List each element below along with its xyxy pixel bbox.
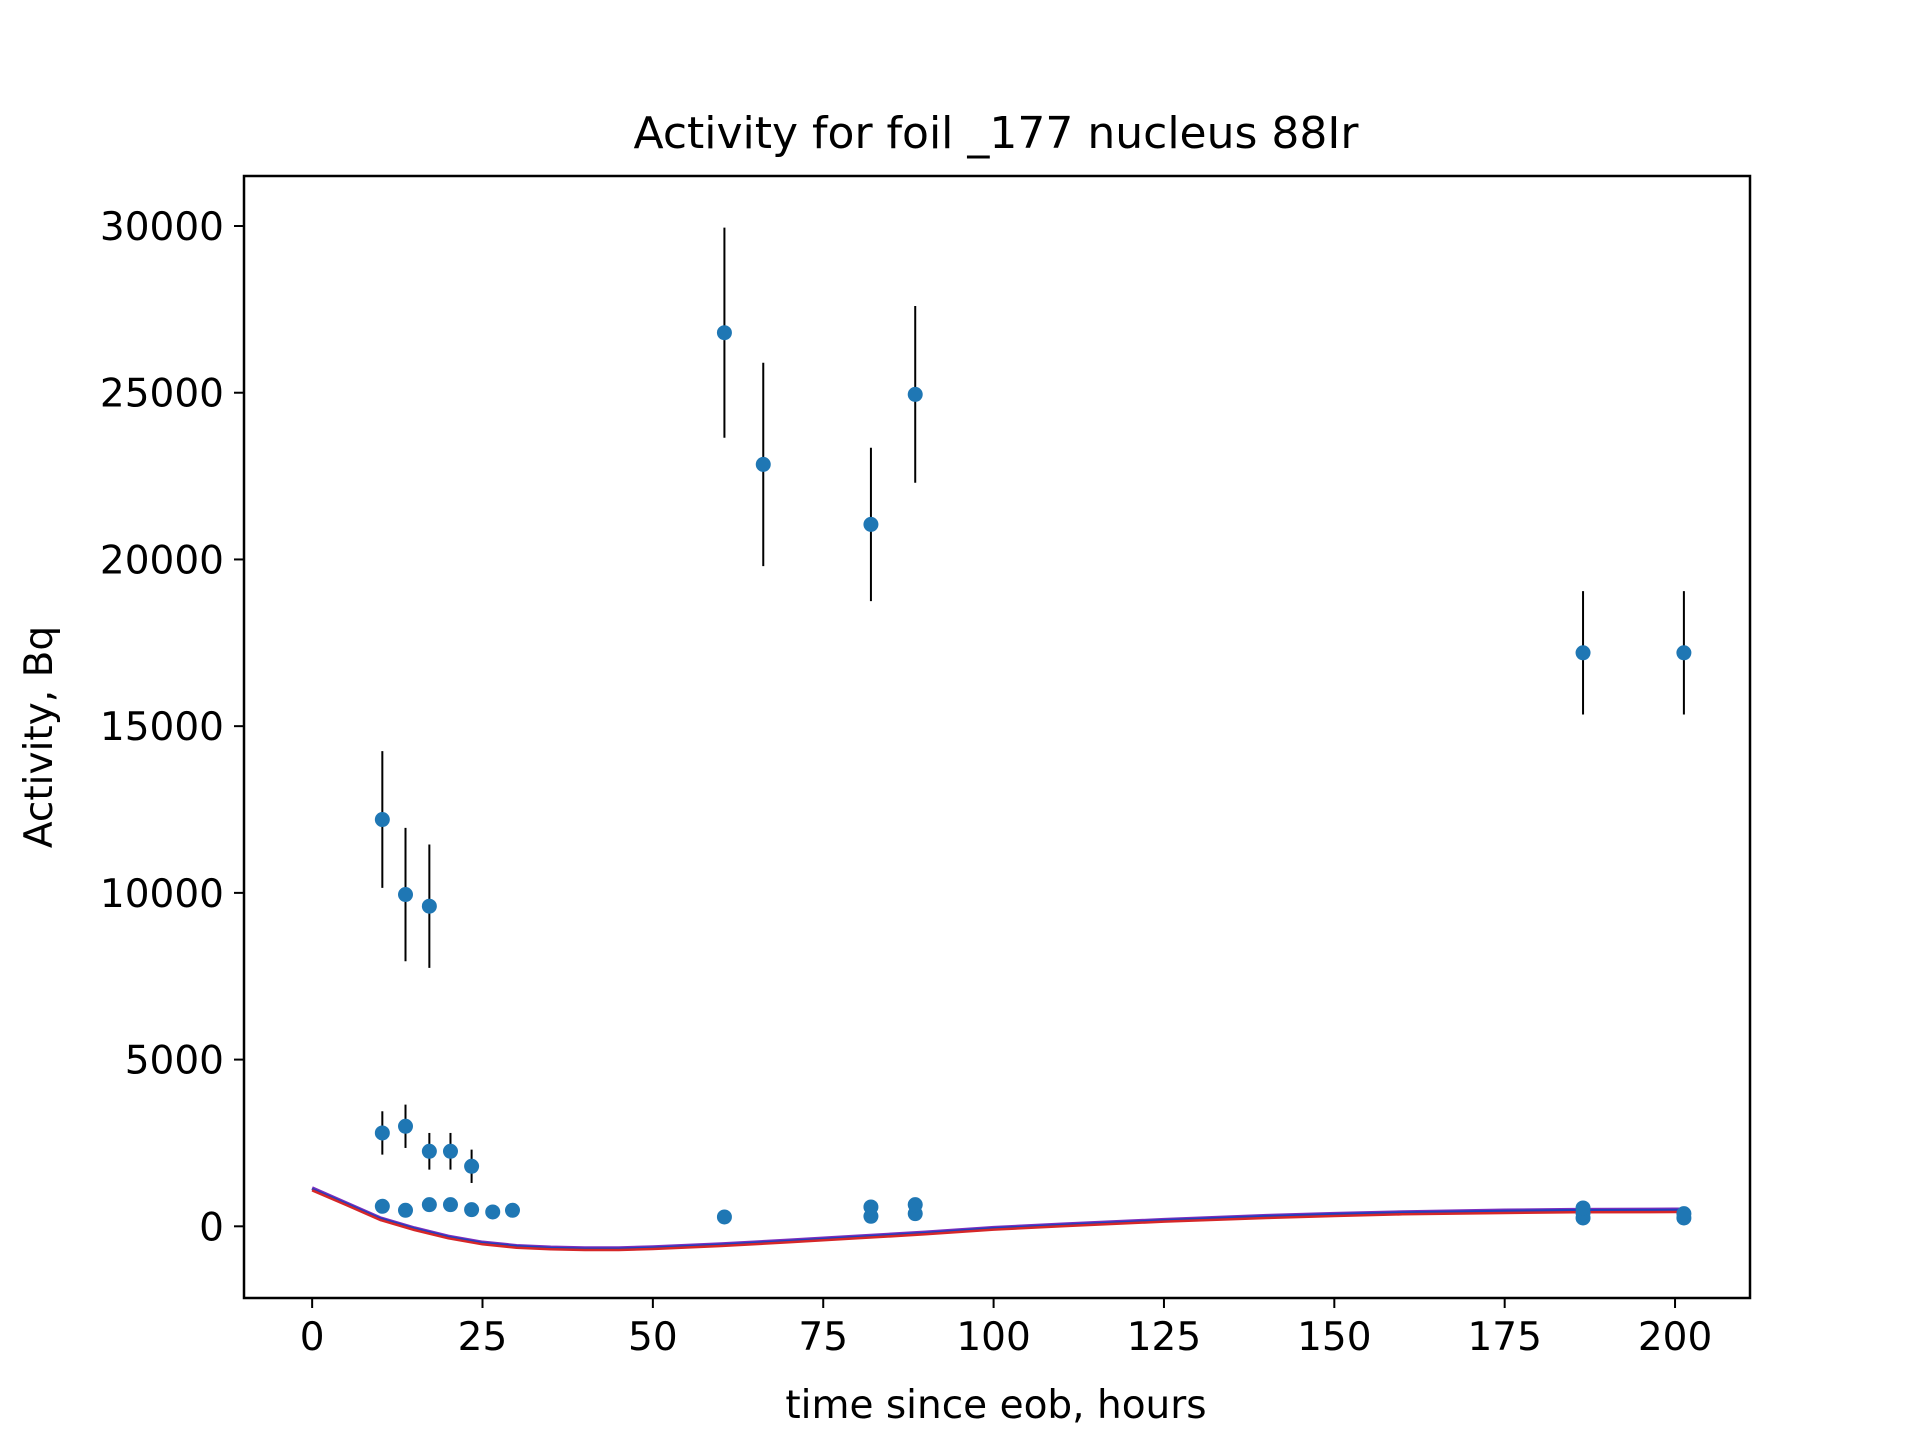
data-point-17 [421, 1197, 437, 1213]
x-axis: 0 25 50 75 100 125 150 175 200 [300, 1298, 1712, 1360]
y-tick-label-30000: 30000 [100, 205, 224, 250]
data-point-1 [374, 812, 390, 828]
data-point-3 [421, 898, 437, 914]
data-point-16 [398, 1202, 414, 1218]
x-tick-label-100: 100 [956, 1315, 1030, 1360]
data-point-18 [442, 1197, 458, 1213]
y-tick-label-20000: 20000 [100, 538, 224, 583]
y-tick-label-15000: 15000 [100, 705, 224, 750]
data-point-7 [907, 386, 923, 402]
data-point-4 [716, 325, 732, 341]
x-tick-label-200: 200 [1638, 1315, 1712, 1360]
data-point-29 [1575, 1200, 1591, 1216]
data-point-9 [1676, 645, 1692, 661]
y-tick-label-25000: 25000 [100, 372, 224, 417]
x-tick-label-150: 150 [1297, 1315, 1371, 1360]
data-point-12 [421, 1143, 437, 1159]
chart-title: Activity for foil _177 nucleus 88Ir [634, 108, 1360, 159]
data-point-31 [1676, 1206, 1692, 1222]
data-point-26 [907, 1197, 923, 1213]
x-tick-label-125: 125 [1127, 1315, 1201, 1360]
x-tick-label-175: 175 [1467, 1315, 1541, 1360]
data-point-5 [755, 456, 771, 472]
data-point-6 [863, 516, 879, 532]
plot-area-frame [242, 174, 1752, 1300]
x-axis-label: time since eob, hours [785, 1383, 1206, 1428]
data-point-20 [485, 1204, 501, 1220]
y-tick-label-5000: 5000 [125, 1039, 224, 1084]
data-point-11 [398, 1118, 414, 1134]
data-points [374, 325, 1692, 1226]
x-tick-label-75: 75 [798, 1315, 848, 1360]
x-tick-label-25: 25 [458, 1315, 508, 1360]
data-point-2 [398, 887, 414, 903]
y-tick-label-0: 0 [199, 1205, 224, 1250]
data-point-24 [863, 1199, 879, 1215]
data-point-13 [442, 1143, 458, 1159]
data-point-8 [1575, 645, 1591, 661]
data-point-14 [464, 1158, 480, 1174]
fit-curve-2 [311, 1187, 1684, 1250]
x-tick-label-0: 0 [300, 1315, 325, 1360]
data-point-22 [716, 1209, 732, 1225]
fit-curve-3 [311, 1189, 1684, 1252]
y-axis-label: Activity, Bq [17, 626, 62, 848]
y-tick-label-10000: 10000 [100, 872, 224, 917]
data-point-19 [464, 1202, 480, 1218]
x-tick-label-50: 50 [628, 1315, 678, 1360]
data-point-15 [374, 1198, 390, 1214]
data-point-10 [374, 1125, 390, 1141]
data-point-21 [504, 1202, 520, 1218]
fit-curves [311, 1186, 1684, 1252]
y-axis: 0 5000 10000 15000 20000 25000 30000 [100, 205, 244, 1250]
